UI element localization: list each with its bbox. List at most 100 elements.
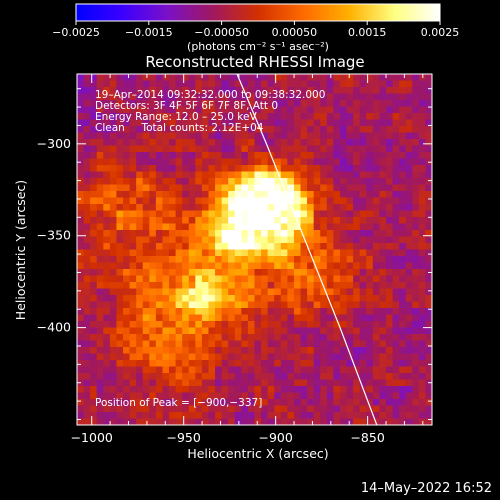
- heatmap-cell: [149, 178, 157, 186]
- colorbar-tick-label: −0.0025: [52, 26, 100, 39]
- heatmap-cell: [129, 256, 137, 264]
- heatmap-cell: [129, 327, 137, 335]
- heatmap-cell: [215, 87, 223, 95]
- heatmap-cell: [123, 334, 131, 342]
- heatmap-cell: [333, 158, 341, 166]
- heatmap-cell: [83, 386, 91, 394]
- heatmap-cell: [313, 152, 321, 160]
- heatmap-cell: [123, 80, 131, 88]
- heatmap-cell: [215, 119, 223, 127]
- colorbar-tick-label: 0.00050: [272, 26, 318, 39]
- heatmap-cell: [247, 197, 256, 205]
- heatmap-cell: [412, 295, 420, 303]
- heatmap-cell: [385, 360, 394, 368]
- heatmap-cell: [287, 210, 295, 218]
- heatmap-cell: [307, 230, 315, 238]
- heatmap-cell: [96, 158, 104, 166]
- heatmap-cell: [90, 171, 98, 179]
- heatmap-cell: [339, 197, 348, 205]
- heatmap-cell: [116, 210, 124, 218]
- heatmap-cell: [254, 379, 262, 387]
- heatmap-cell: [109, 113, 118, 121]
- heatmap-cell: [359, 106, 367, 114]
- heatmap-cell: [234, 243, 242, 251]
- heatmap-cell: [149, 334, 157, 342]
- heatmap-cell: [333, 321, 341, 329]
- heatmap-cell: [90, 301, 98, 309]
- heatmap-cell: [280, 314, 288, 322]
- heatmap-cell: [300, 314, 308, 322]
- heatmap-cell: [208, 269, 216, 277]
- heatmap-cell: [346, 236, 354, 244]
- heatmap-cell: [221, 334, 229, 342]
- heatmap-cell: [123, 405, 131, 413]
- heatmap-cell: [339, 184, 348, 192]
- heatmap-cell: [155, 301, 164, 309]
- heatmap-cell: [359, 340, 367, 348]
- heatmap-cell: [353, 152, 361, 160]
- heatmap-cell: [326, 275, 334, 283]
- heatmap-cell: [96, 80, 104, 88]
- heatmap-cell: [234, 249, 242, 257]
- annotation-energy-range: Energy Range: 12.0 – 25.0 keV: [95, 111, 257, 123]
- heatmap-cell: [136, 373, 144, 381]
- heatmap-cell: [385, 178, 394, 186]
- heatmap-cell: [346, 288, 354, 296]
- heatmap-cell: [221, 314, 229, 322]
- heatmap-cell: [385, 288, 394, 296]
- heatmap-cell: [155, 288, 164, 296]
- heatmap-cell: [326, 113, 334, 121]
- heatmap-cell: [208, 139, 216, 147]
- heatmap-cell: [293, 100, 302, 108]
- heatmap-cell: [221, 139, 229, 147]
- heatmap-cell: [116, 308, 124, 316]
- heatmap-cell: [116, 301, 124, 309]
- heatmap-cell: [267, 366, 275, 374]
- heatmap-cell: [359, 191, 367, 199]
- heatmap-cell: [261, 353, 269, 361]
- heatmap-cell: [116, 113, 124, 121]
- heatmap-cell: [188, 340, 196, 348]
- heatmap-cell: [241, 275, 249, 283]
- heatmap-cell: [188, 314, 196, 322]
- heatmap-cell: [254, 243, 262, 251]
- x-tick-label: −950: [167, 430, 201, 445]
- heatmap-cell: [228, 191, 236, 199]
- heatmap-cell: [155, 366, 164, 374]
- heatmap-cell: [241, 223, 249, 231]
- heatmap-cell: [287, 171, 295, 179]
- heatmap-cell: [155, 275, 164, 283]
- heatmap-cell: [359, 217, 367, 225]
- heatmap-cell: [234, 347, 242, 355]
- heatmap-cell: [320, 126, 328, 134]
- heatmap-cell: [155, 230, 164, 238]
- heatmap-cell: [155, 132, 164, 140]
- heatmap-cell: [379, 392, 387, 400]
- heatmap-cell: [83, 399, 91, 407]
- heatmap-cell: [261, 126, 269, 134]
- heatmap-cell: [372, 405, 380, 413]
- heatmap-cell: [201, 275, 210, 283]
- heatmap-cell: [385, 165, 394, 173]
- heatmap-cell: [267, 74, 275, 82]
- heatmap-cell: [372, 256, 380, 264]
- heatmap-cell: [208, 262, 216, 270]
- heatmap-cell: [313, 373, 321, 381]
- heatmap-cell: [195, 152, 203, 160]
- heatmap-cell: [136, 197, 144, 205]
- heatmap-cell: [399, 178, 407, 186]
- heatmap-cell: [418, 340, 427, 348]
- heatmap-cell: [254, 366, 262, 374]
- heatmap-cell: [320, 87, 328, 95]
- heatmap-cell: [366, 314, 374, 322]
- heatmap-cell: [195, 347, 203, 355]
- heatmap-cell: [274, 282, 282, 290]
- heatmap-cell: [201, 113, 210, 121]
- heatmap-cell: [274, 399, 282, 407]
- heatmap-cell: [90, 379, 98, 387]
- heatmap-cell: [188, 392, 196, 400]
- heatmap-cell: [346, 113, 354, 121]
- heatmap-cell: [129, 353, 137, 361]
- heatmap-cell: [175, 366, 183, 374]
- heatmap-cell: [77, 334, 85, 342]
